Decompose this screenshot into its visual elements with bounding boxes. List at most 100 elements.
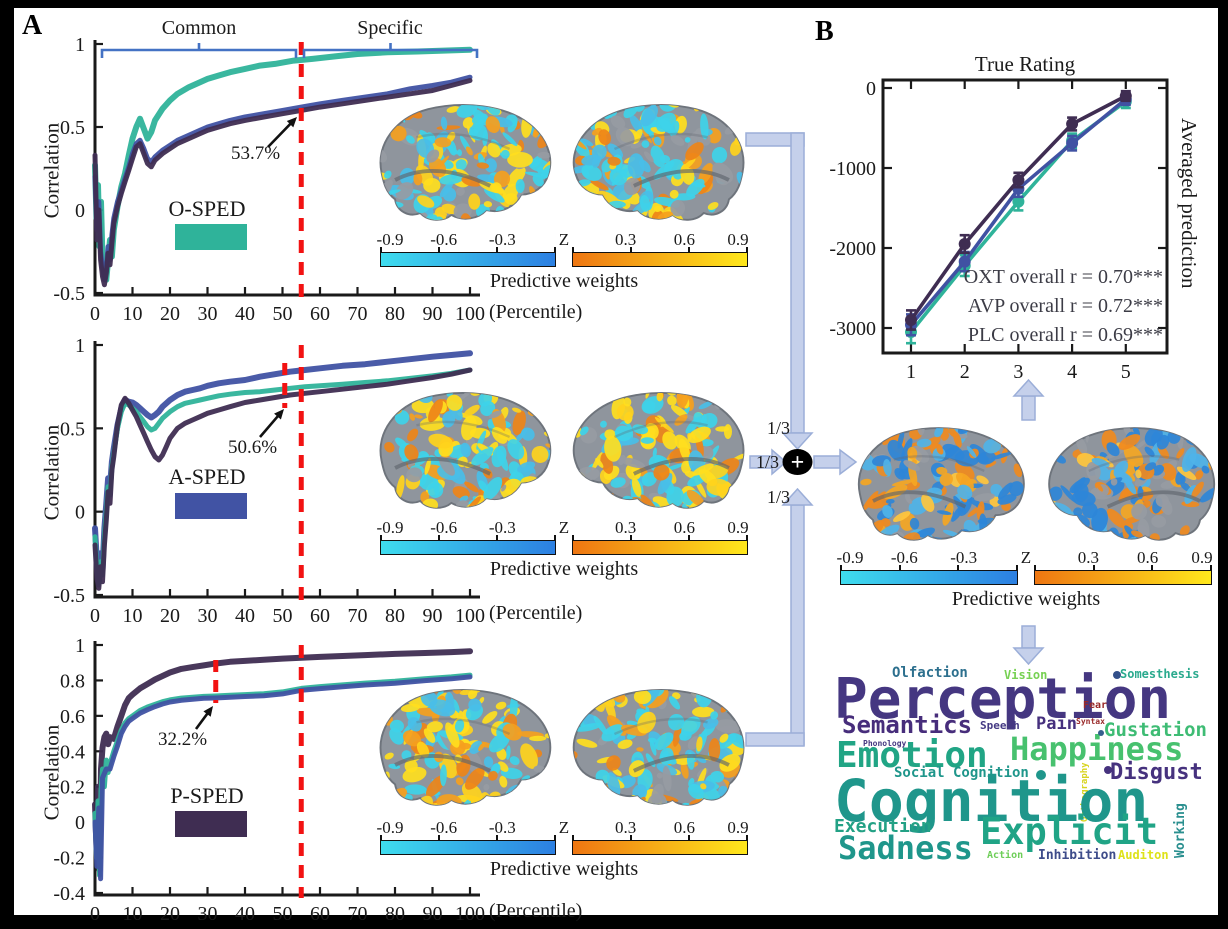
marker-OXT — [1012, 195, 1025, 208]
weight-one-third-label: 1/3 — [767, 487, 790, 507]
flow-arrow — [839, 448, 858, 476]
b-xtick-label: 2 — [960, 361, 970, 383]
ytick-label: 0 — [75, 502, 85, 524]
ytick-label: 1 — [75, 635, 85, 657]
wordcloud-dot — [1036, 770, 1046, 780]
ytick-label: 0.5 — [60, 418, 85, 440]
xtick-label: 0 — [90, 903, 100, 925]
wordcloud-dot — [1104, 766, 1112, 774]
xtick-label: 10 — [123, 903, 143, 925]
wordcloud-word: Perception — [834, 667, 1172, 732]
b-xtick-label: 5 — [1121, 361, 1131, 383]
colorbar-gradient — [380, 540, 556, 555]
wordcloud-word: Working — [1173, 803, 1188, 858]
colorbar-tick — [840, 565, 842, 571]
colorbar-tick-label: 0.3 — [615, 230, 637, 249]
colorbar-caption: Predictive weights — [951, 588, 1101, 610]
xtick-label: 100 — [455, 303, 485, 325]
wordcloud-word: Auditon — [1118, 848, 1169, 862]
marker-AVP — [1066, 137, 1079, 150]
colorbar-tick-label: -0.9 — [376, 818, 404, 837]
colorbar-tick — [688, 247, 690, 253]
colorbar-tick-label: -0.3 — [488, 818, 516, 837]
wordcloud-word: Vision — [1004, 668, 1048, 682]
xtick-label: 80 — [385, 903, 405, 925]
colorbar-aspe: -0.9 -0.6 -0.3 Z 0.3 0.6 0.9 Predictive weights — [377, 518, 749, 580]
curve-blue — [92, 674, 473, 882]
colorbar-tick-label: Z — [1020, 548, 1032, 567]
bracket — [302, 43, 479, 58]
flow-arrow — [790, 504, 805, 746]
xtick-label: 40 — [235, 605, 255, 627]
panel-a-label: A — [22, 10, 43, 41]
bracket-common-label: Common — [161, 17, 237, 39]
plot-p_sped: 0 10 20 30 40 50 60 70 80 90 100 1 0.8 0.6 0.4 0.2 0 -0.2… — [53, 635, 485, 925]
colorbar-tick — [554, 535, 556, 541]
xtick-label: 30 — [198, 903, 218, 925]
b-xtick-label: 1 — [906, 361, 916, 383]
colorbar-tick — [1092, 565, 1095, 571]
plot-true-rating: 1 2 3 4 5 0 -1000 -2000 -3000 — [829, 78, 1169, 383]
ytick-label: 1 — [75, 335, 85, 357]
colorbar-tick — [1034, 565, 1036, 571]
colorbar-gradient — [380, 252, 556, 267]
xtick-label: 40 — [235, 303, 255, 325]
legend-ospe-swatch — [175, 224, 247, 250]
flow-arrow — [781, 432, 814, 451]
colorbar-tick — [380, 247, 382, 253]
b-ytick-label: -3000 — [829, 318, 876, 340]
flow-arrow — [1021, 625, 1036, 649]
annotation-pspe-pct: 32.2% — [158, 729, 208, 750]
ytick-label: -0.4 — [53, 883, 85, 905]
colorbar-tick — [957, 565, 960, 571]
b-ytick-label: -1000 — [829, 158, 876, 180]
xtick-label: 60 — [310, 903, 330, 925]
brain-map-pspe-left — [366, 681, 560, 818]
stat-avp: AVP overall r = 0.72*** — [967, 295, 1163, 317]
colorbar-tick-label: 0.6 — [673, 230, 695, 249]
colorbar-tick — [554, 247, 556, 253]
flow-arrow — [745, 732, 805, 747]
wordcloud: Olfaction Vision Somesthesis Perception Fear… — [832, 660, 1224, 895]
xtick-label: 10 — [123, 605, 143, 627]
ytick-label: 1 — [75, 34, 85, 56]
colorbar-tick-label: 0.3 — [615, 518, 637, 537]
brain-surface — [1048, 427, 1216, 541]
averaged-prediction-label: Averaged prediction — [1177, 118, 1201, 289]
colorbar-tick — [572, 247, 574, 253]
marker-PLC — [1119, 90, 1132, 102]
annotation-arrowhead — [286, 117, 297, 128]
yaxis-label-ospe: Correlation — [39, 122, 64, 219]
ytick-label: 0.6 — [60, 706, 85, 728]
colorbar-tick — [746, 247, 748, 253]
xtick-label: 70 — [348, 303, 368, 325]
xtick-label: 90 — [423, 605, 443, 627]
marker-PLC — [905, 314, 917, 326]
colorbar-tick — [1151, 565, 1154, 571]
flow-arrow — [771, 448, 788, 476]
annotation-arrowhead — [274, 409, 284, 420]
b-xtick-label: 4 — [1067, 361, 1077, 383]
xtick-label: 30 — [198, 605, 218, 627]
colorbar-caption: Predictive weights — [489, 558, 639, 580]
wordcloud-word: Social Cognition — [894, 765, 1029, 781]
flow-arrow — [813, 455, 841, 469]
colorbar-tick-label: 0.9 — [727, 230, 749, 249]
ytick-label: 0 — [75, 200, 85, 222]
colorbar-gradient — [572, 840, 748, 855]
annotation-arrowhead — [203, 706, 213, 717]
brain-map-pspe-right — [564, 681, 758, 818]
brain-map-aspe-left — [366, 384, 560, 521]
wordcloud-word: Action — [987, 850, 1024, 861]
colorbar-caption: Predictive weights — [489, 858, 639, 880]
colorbar-tick-label: Z — [558, 230, 570, 249]
colorbar-tick-label: 0.6 — [1137, 548, 1159, 567]
xtick-label: 50 — [273, 303, 293, 325]
colorbar-tick-label: 0.6 — [673, 818, 695, 837]
colorbar-tick-label: 0.6 — [673, 518, 695, 537]
percentile-label-2: (Percentile) — [489, 602, 583, 624]
xtick-label: 20 — [160, 303, 180, 325]
xtick-label: 60 — [310, 605, 330, 627]
